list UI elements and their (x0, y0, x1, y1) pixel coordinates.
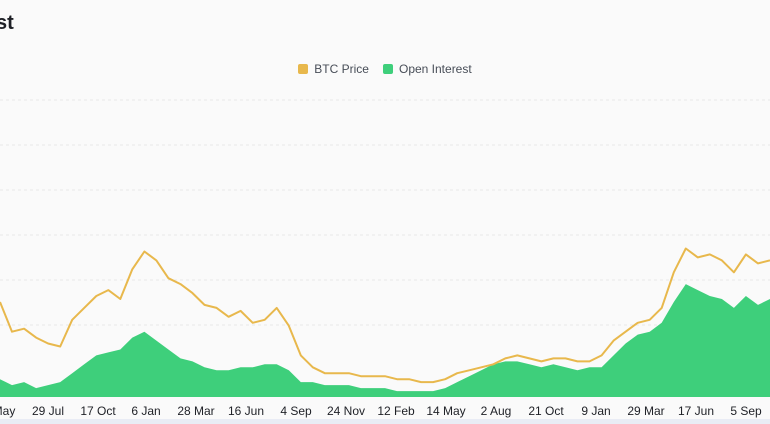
x-tick-label: 5 Sep (730, 404, 762, 418)
oi-swatch (382, 64, 393, 74)
btc-price-line (0, 247, 770, 384)
x-tick-label: 6 Jan (131, 404, 160, 418)
price-swatch (298, 64, 309, 74)
open-interest-series (0, 284, 770, 397)
legend-item-oi[interactable]: Open Interest (382, 62, 472, 76)
x-tick-label: 9 Jan (581, 404, 610, 418)
x-tick-label: 17 Oct (80, 404, 116, 418)
chart-title: st (0, 12, 14, 34)
x-tick-label: 28 Mar (177, 404, 214, 418)
legend-item-price[interactable]: BTC Price (298, 62, 369, 76)
x-tick-label: May (0, 404, 15, 418)
x-tick-label: 17 Jun (678, 404, 714, 418)
x-tick-label: 29 Mar (627, 404, 664, 418)
x-tick-label: 24 Nov (327, 404, 365, 418)
x-tick-label: 12 Feb (377, 404, 415, 418)
legend: BTC Price Open Interest (0, 62, 770, 76)
x-tick-label: 2 Aug (481, 404, 512, 418)
legend-label-oi: Open Interest (398, 62, 472, 76)
x-tick-label: 21 Oct (528, 404, 564, 418)
legend-label-price: BTC Price (314, 62, 369, 76)
bottom-scroll-band (0, 419, 770, 424)
x-tick-label: 14 May (426, 404, 465, 418)
x-tick-label: 29 Jul (32, 404, 64, 418)
btc-price-series (0, 247, 770, 384)
open-interest-area (0, 284, 770, 397)
x-axis-ticks: May 29 Jul 17 Oct 6 Jan 28 Mar 16 Jun 4 Sep 24 … (0, 404, 762, 418)
x-tick-label: 16 Jun (228, 404, 264, 418)
x-tick-label: 4 Sep (280, 404, 312, 418)
gridlines (0, 99, 770, 326)
